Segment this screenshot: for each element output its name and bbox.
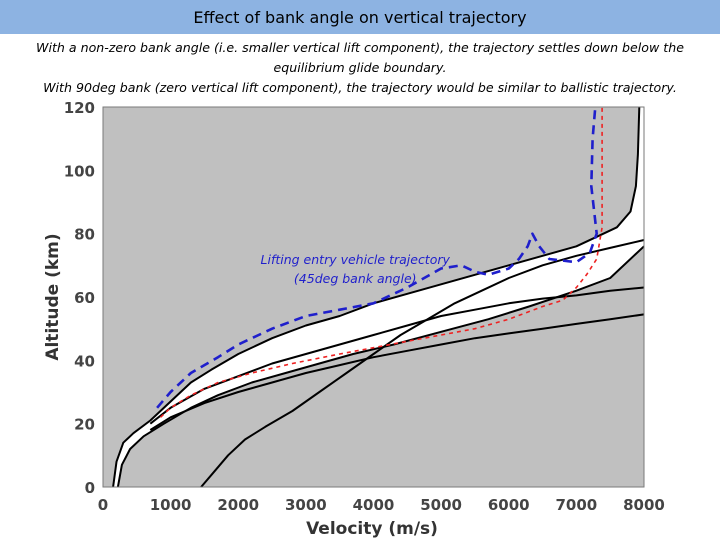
axis-ticks: 0 1000 2000 3000 4000 5000 6000 7000 8000 0 20 40 60…	[64, 99, 665, 514]
series-line-2	[116, 245, 645, 488]
x-tick-label: 6000	[488, 496, 530, 514]
caption-line-2: equilibrium glide boundary.	[273, 60, 447, 75]
x-tick-label: 1000	[150, 496, 192, 514]
series-line-7	[159, 107, 603, 418]
y-tick-label: 60	[74, 289, 95, 307]
y-tick-label: 80	[74, 226, 95, 244]
y-tick-label: 0	[85, 479, 95, 497]
x-tick-label: 0	[98, 496, 108, 514]
slide-title: Effect of bank angle on vertical traject…	[193, 7, 527, 27]
y-axis-label: Altitude (km)	[43, 233, 63, 360]
y-tick-label: 20	[74, 416, 95, 434]
slide-title-bar: Effect of bank angle on vertical traject…	[0, 0, 720, 34]
x-axis-label: Velocity (m/s)	[306, 519, 438, 539]
plot-area	[102, 106, 645, 488]
y-tick-label: 100	[64, 162, 95, 180]
y-tick-label: 120	[64, 99, 95, 117]
x-tick-label: 4000	[353, 496, 395, 514]
trajectory-annotation: Lifting entry vehicle trajectory (45deg …	[261, 252, 451, 286]
plot-frame	[102, 106, 645, 488]
series-line-3	[149, 286, 645, 425]
x-tick-label: 2000	[217, 496, 259, 514]
slide-caption: With a non-zero bank angle (i.e. smaller…	[0, 38, 720, 98]
corridor-region	[113, 107, 645, 487]
x-tick-label: 5000	[420, 496, 462, 514]
x-tick-label: 3000	[285, 496, 327, 514]
series-line-4	[149, 313, 645, 431]
caption-line-3: With 90deg bank (zero vertical lift comp…	[43, 80, 677, 95]
y-tick-label: 40	[74, 352, 95, 370]
annotation-line-1: Lifting entry vehicle trajectory	[261, 252, 451, 267]
x-tick-label: 7000	[556, 496, 598, 514]
x-tick-label: 8000	[623, 496, 665, 514]
caption-line-1: With a non-zero bank angle (i.e. smaller…	[36, 40, 684, 55]
series-line-6	[156, 106, 598, 409]
annotation-line-2: (45deg bank angle)	[294, 271, 417, 286]
